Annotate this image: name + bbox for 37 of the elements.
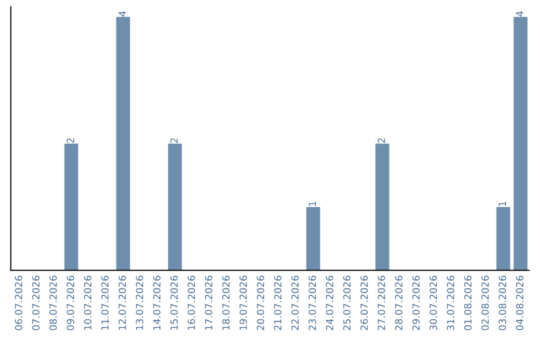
- x-tick-label: 16.07.2026: [188, 276, 196, 330]
- x-tick-label: 13.07.2026: [136, 276, 144, 330]
- x-tick-label: 15.07.2026: [170, 276, 178, 330]
- x-tick-label: 25.07.2026: [343, 276, 351, 330]
- x-tick-label: 20.07.2026: [256, 276, 264, 330]
- x-tick-label: 07.07.2026: [32, 276, 40, 330]
- x-tick-label: 17.07.2026: [204, 276, 212, 330]
- x-tick-label: 29.07.2026: [412, 276, 420, 330]
- x-tick-label: 27.07.2026: [378, 276, 386, 330]
- x-tick-label: 06.07.2026: [14, 276, 22, 330]
- x-tick-label: 03.08.2026: [498, 276, 506, 330]
- x-tick-label: 01.08.2026: [464, 276, 472, 330]
- x-tick-label: 24.07.2026: [326, 276, 334, 330]
- x-tick-label: 08.07.2026: [49, 276, 57, 330]
- x-tick-label: 09.07.2026: [66, 276, 74, 330]
- x-tick-label: 02.08.2026: [481, 276, 489, 330]
- data-label: 1: [498, 202, 506, 206]
- x-tick-label: 26.07.2026: [360, 276, 368, 330]
- x-tick-label: 04.08.2026: [516, 276, 524, 330]
- x-tick-label: 10.07.2026: [84, 276, 92, 330]
- x-tick-label: 19.07.2026: [240, 276, 247, 330]
- data-label: 1: [308, 202, 316, 206]
- data-label: 4: [118, 11, 126, 16]
- data-label: 2: [66, 138, 74, 143]
- x-tick-label: 28.07.2026: [395, 276, 402, 330]
- x-tick-label: 23.07.2026: [308, 276, 316, 330]
- data-label: 2: [170, 138, 178, 143]
- x-tick-label: 21.07.2026: [274, 276, 282, 330]
- data-label: 2: [378, 138, 386, 143]
- x-tick-label: 22.07.2026: [291, 276, 299, 330]
- data-label: 4: [516, 11, 524, 16]
- x-tick-label: 30.07.2026: [430, 276, 437, 330]
- x-tick-label: 18.07.2026: [222, 276, 230, 330]
- x-tick-label: 31.07.2026: [446, 276, 454, 330]
- x-tick-label: 12.07.2026: [118, 276, 126, 330]
- x-tick-label: 14.07.2026: [153, 276, 160, 330]
- x-tick-label: 11.07.2026: [101, 276, 109, 330]
